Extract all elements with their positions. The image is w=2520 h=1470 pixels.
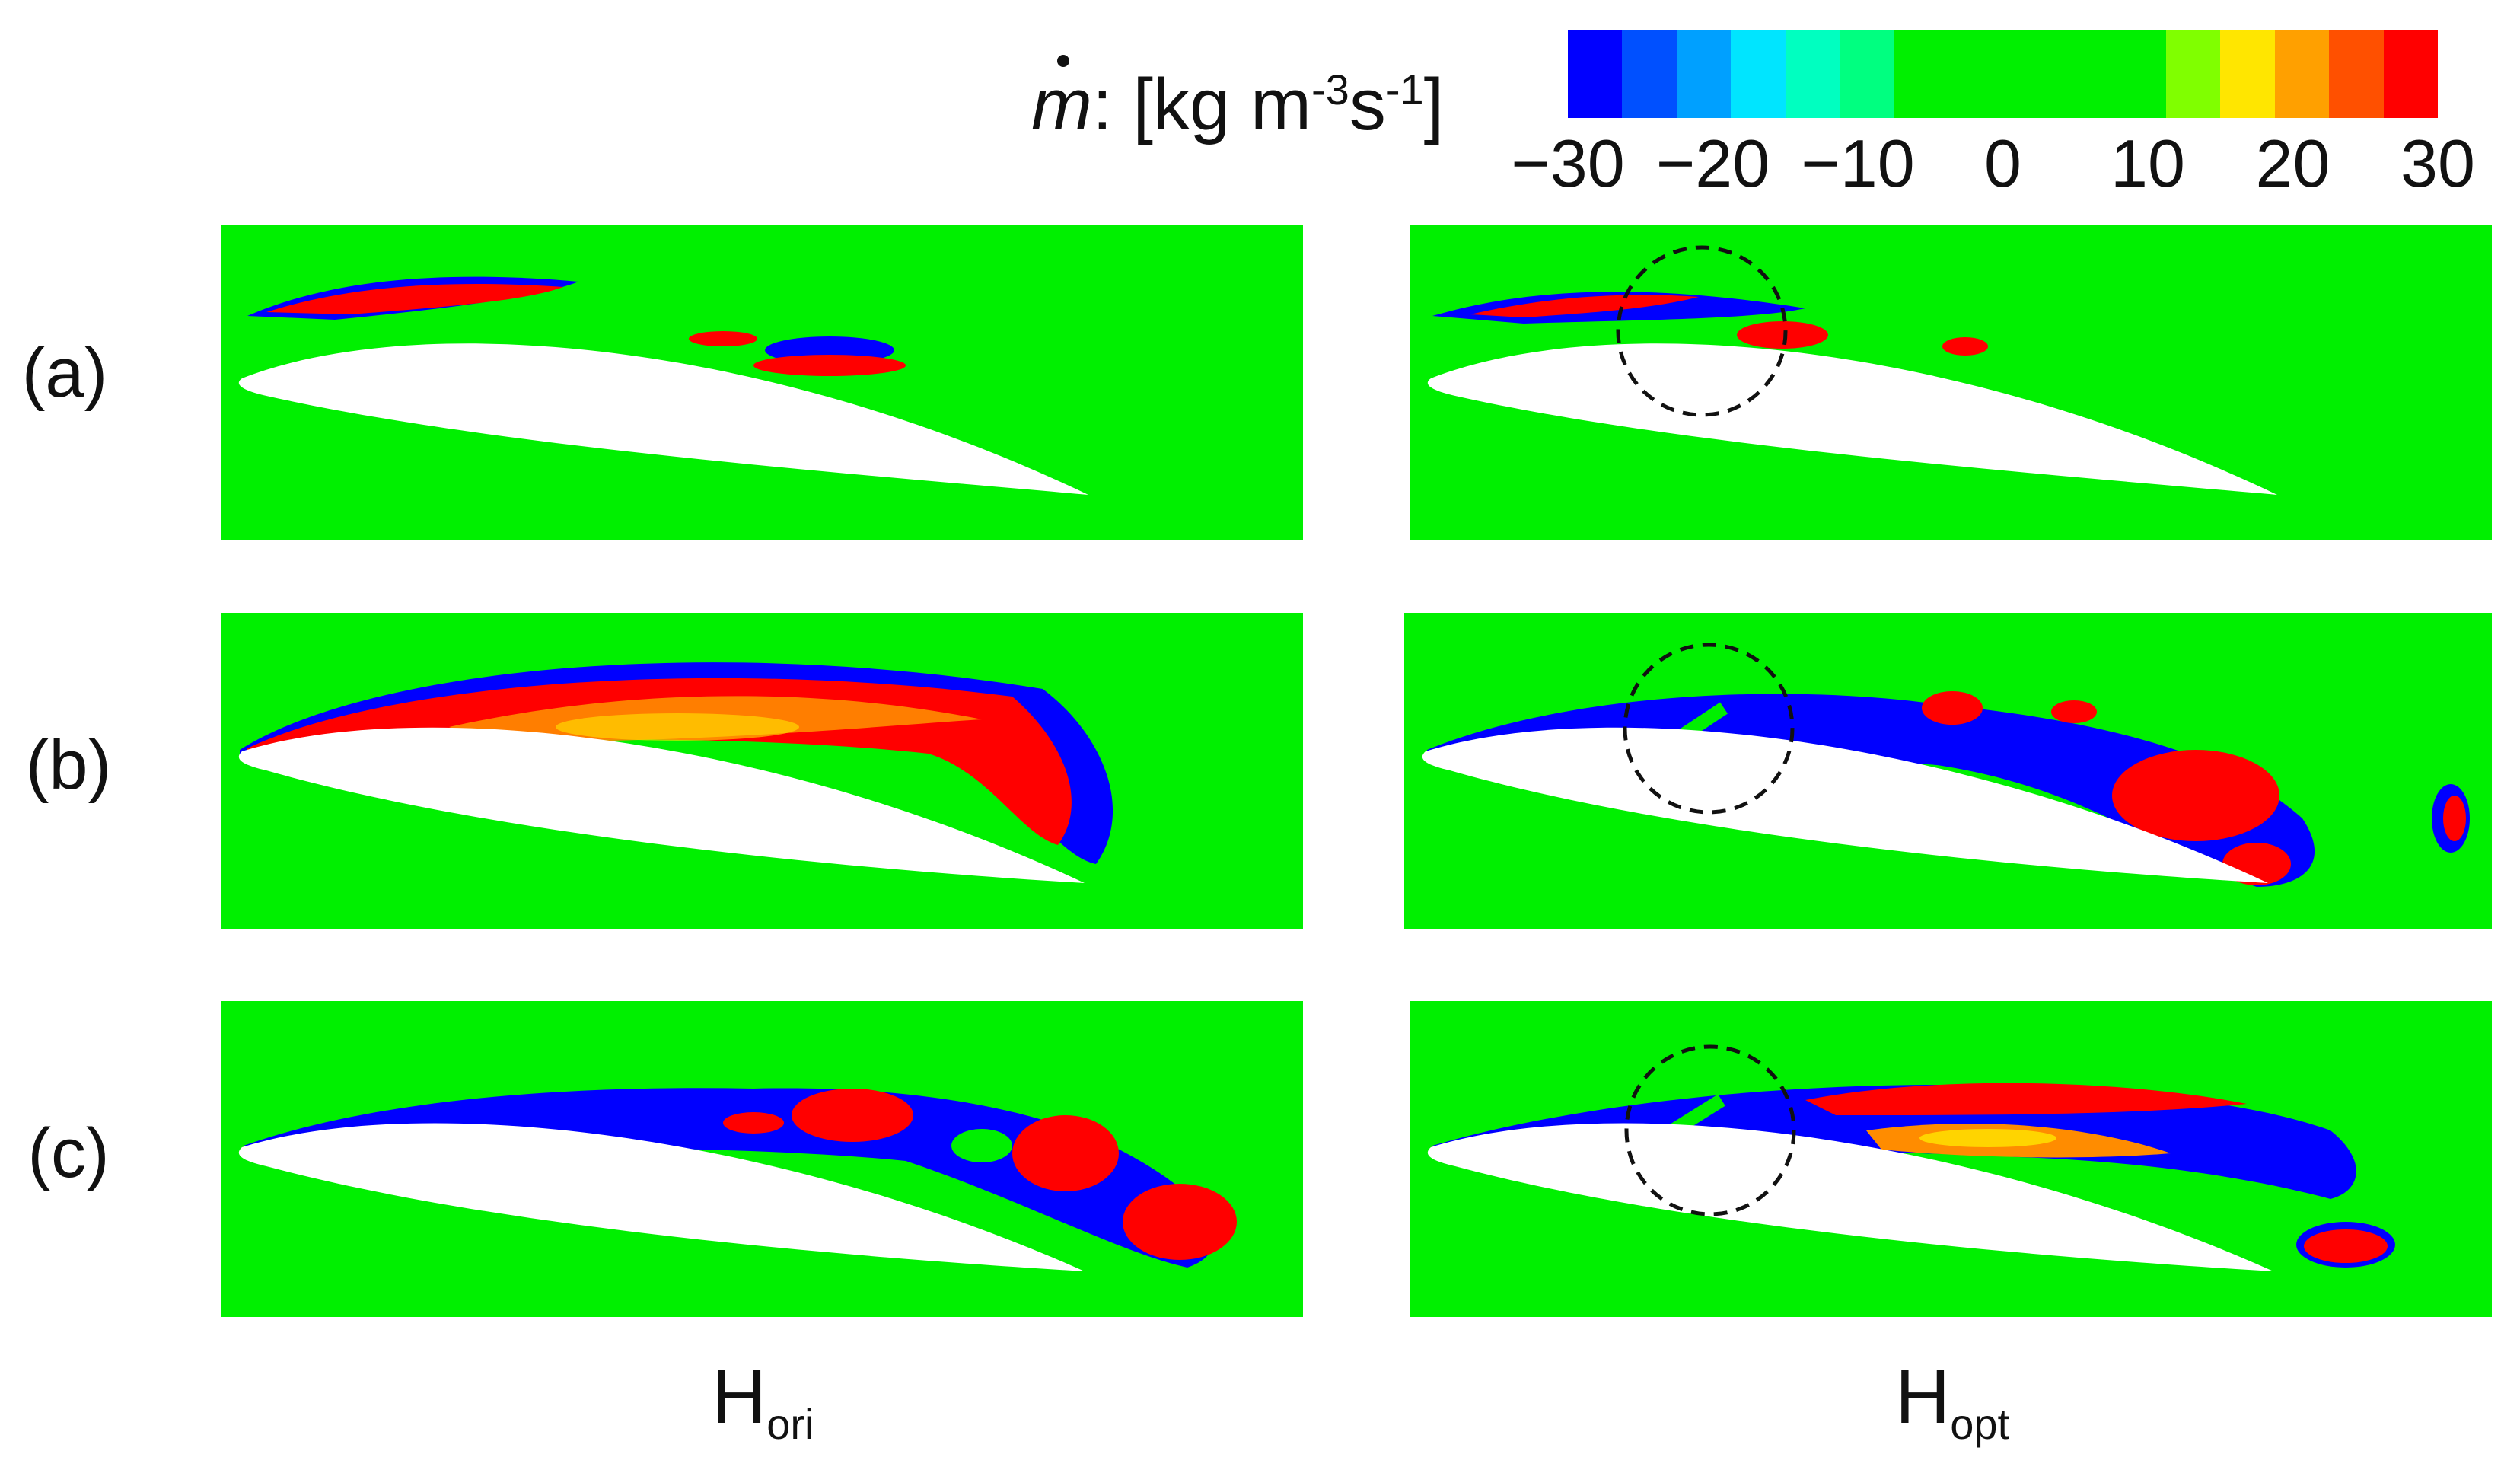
panel-c-ori (221, 1001, 1303, 1317)
colorbar-unit-close: ] (1423, 64, 1445, 145)
colorbar-segment (2274, 30, 2330, 118)
contour-c-ori (238, 1088, 1237, 1271)
blade-profile (238, 343, 1088, 495)
colorbar-segment (2056, 30, 2112, 118)
colorbar-unit-exp1: -3 (1311, 65, 1349, 113)
colorbar-tick-label: 20 (2255, 126, 2330, 201)
column-label-opt-sub: opt (1950, 1400, 2010, 1448)
colorbar-segment (1622, 30, 1677, 118)
colorbar-segment (1785, 30, 1840, 118)
row-label-c: (c) (27, 1114, 110, 1192)
panel-c-opt (1410, 1001, 2492, 1317)
contour-b-opt (1422, 643, 2470, 887)
colorbar-tick-label: 0 (1984, 126, 2021, 201)
blade-profile (1422, 727, 2268, 883)
colorbar-segment (2165, 30, 2221, 118)
colorbar-segment (1676, 30, 1732, 118)
colorbar-segment (2002, 30, 2057, 118)
colorbar-tick-label: −20 (1655, 126, 1770, 201)
colorbar-segment (1948, 30, 2003, 118)
column-label-ori: Hori (712, 1351, 814, 1470)
colorbar-segment (1894, 30, 1949, 118)
row-label-a: (a) (21, 334, 108, 412)
colorbar-tick-label: −30 (1511, 126, 1625, 201)
colorbar-title: m: [kg m-3s-1] (1031, 37, 1503, 145)
colorbar-segment (2329, 30, 2384, 118)
blade-profile (238, 727, 1085, 883)
column-label-opt-base: H (1895, 1354, 1951, 1440)
colorbar-tick-label: −10 (1801, 126, 1915, 201)
colorbar-segment (2220, 30, 2275, 118)
slot-highlight-circle (1624, 1044, 1796, 1216)
slot-highlight-circle (1623, 643, 1795, 815)
colorbar-segment (1731, 30, 1786, 118)
column-label-opt: Hopt (1895, 1351, 2009, 1470)
contour-a-ori (238, 276, 1088, 495)
blade-profile (238, 1123, 1085, 1271)
panel-a-opt (1410, 225, 2492, 540)
colorbar-unit-mid: s (1349, 64, 1386, 145)
blade-profile (1427, 343, 2277, 495)
colorbar-segment (1840, 30, 1894, 118)
colorbar-segment (2111, 30, 2166, 118)
panel-b-ori (221, 613, 1303, 929)
colorbar-tick-label: 10 (2111, 126, 2185, 201)
slot-highlight-circle (1616, 245, 1788, 417)
colorbar-tick-label: 30 (2401, 126, 2475, 201)
colorbar-unit-exp2: -1 (1385, 65, 1424, 113)
row-label-b: (b) (25, 726, 112, 804)
blade-profile (1427, 1123, 2273, 1271)
colorbar-ticks: −30 −20 −10 0 10 20 30 (1511, 122, 2489, 206)
column-label-ori-base: H (712, 1354, 767, 1440)
colorbar (1568, 30, 2438, 118)
panel-b-opt (1404, 613, 2492, 929)
contour-a-opt (1427, 245, 2277, 495)
colorbar-symbol: m (1031, 52, 1092, 158)
colorbar-segment (1568, 30, 1623, 118)
colorbar-segment (2383, 30, 2438, 118)
contour-b-ori (238, 662, 1113, 883)
column-label-ori-sub: ori (766, 1400, 814, 1448)
panel-a-ori (221, 225, 1303, 540)
contour-c-opt (1427, 1044, 2395, 1271)
colorbar-unit-label: : [kg m (1091, 64, 1312, 145)
